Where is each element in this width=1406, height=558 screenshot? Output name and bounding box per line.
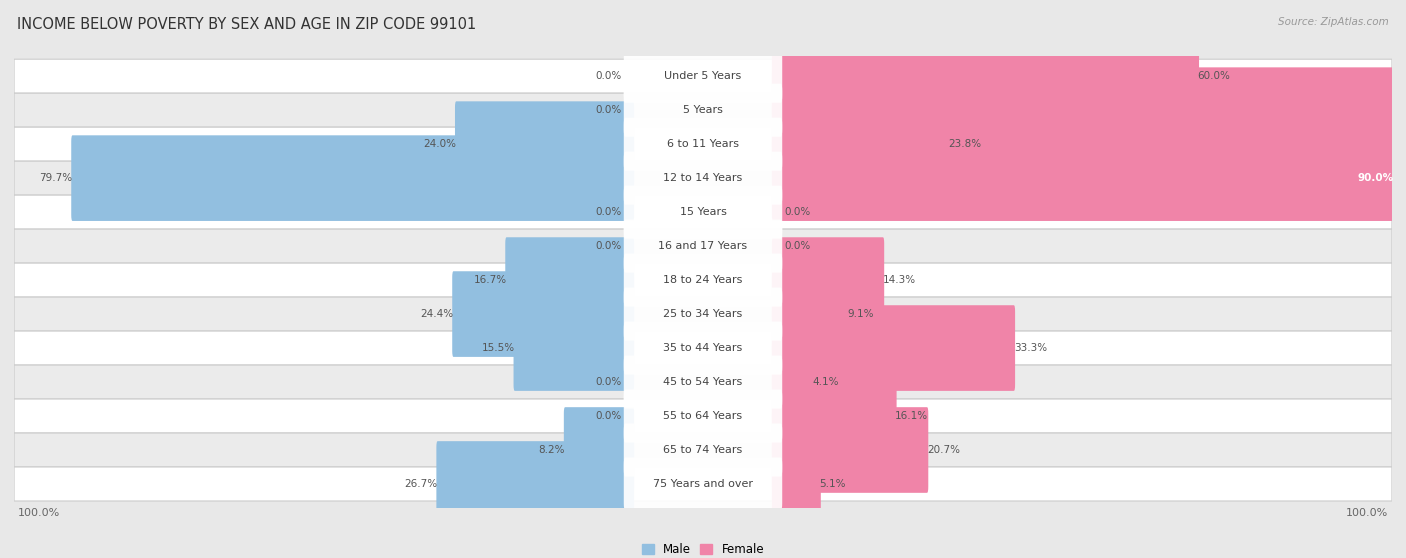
Text: 14.3%: 14.3% (883, 275, 915, 285)
Text: 79.7%: 79.7% (39, 173, 73, 183)
FancyBboxPatch shape (564, 407, 634, 493)
FancyBboxPatch shape (624, 321, 782, 374)
FancyBboxPatch shape (772, 102, 949, 187)
Text: 15.5%: 15.5% (482, 343, 515, 353)
FancyBboxPatch shape (14, 59, 1392, 93)
FancyBboxPatch shape (772, 339, 814, 425)
Text: 65 to 74 Years: 65 to 74 Years (664, 445, 742, 455)
FancyBboxPatch shape (772, 373, 897, 459)
Text: 24.4%: 24.4% (420, 309, 454, 319)
FancyBboxPatch shape (772, 407, 928, 493)
Text: 0.0%: 0.0% (596, 105, 621, 115)
Text: 18 to 24 Years: 18 to 24 Years (664, 275, 742, 285)
FancyBboxPatch shape (14, 297, 1392, 331)
FancyBboxPatch shape (772, 237, 884, 323)
FancyBboxPatch shape (624, 424, 782, 477)
Text: 23.8%: 23.8% (948, 139, 981, 149)
Text: 15 Years: 15 Years (679, 207, 727, 217)
Text: 24.0%: 24.0% (423, 139, 457, 149)
FancyBboxPatch shape (14, 127, 1392, 161)
FancyBboxPatch shape (14, 399, 1392, 433)
FancyBboxPatch shape (14, 365, 1392, 399)
FancyBboxPatch shape (14, 161, 1392, 195)
Text: 33.3%: 33.3% (1014, 343, 1047, 353)
FancyBboxPatch shape (624, 253, 782, 306)
Text: 20.7%: 20.7% (927, 445, 960, 455)
Text: 25 to 34 Years: 25 to 34 Years (664, 309, 742, 319)
Text: 16.1%: 16.1% (896, 411, 928, 421)
Text: 6 to 11 Years: 6 to 11 Years (666, 139, 740, 149)
FancyBboxPatch shape (772, 441, 821, 527)
FancyBboxPatch shape (624, 458, 782, 511)
Text: 12 to 14 Years: 12 to 14 Years (664, 173, 742, 183)
FancyBboxPatch shape (772, 271, 848, 357)
Text: 0.0%: 0.0% (596, 71, 621, 81)
FancyBboxPatch shape (14, 331, 1392, 365)
FancyBboxPatch shape (14, 433, 1392, 467)
Text: Under 5 Years: Under 5 Years (665, 71, 741, 81)
Text: 16 and 17 Years: 16 and 17 Years (658, 241, 748, 251)
FancyBboxPatch shape (14, 263, 1392, 297)
Text: 0.0%: 0.0% (785, 241, 810, 251)
FancyBboxPatch shape (453, 271, 634, 357)
FancyBboxPatch shape (72, 136, 634, 221)
FancyBboxPatch shape (14, 467, 1392, 501)
Text: 0.0%: 0.0% (596, 241, 621, 251)
FancyBboxPatch shape (14, 195, 1392, 229)
FancyBboxPatch shape (624, 84, 782, 137)
FancyBboxPatch shape (624, 50, 782, 103)
Text: 5 Years: 5 Years (683, 105, 723, 115)
Text: 0.0%: 0.0% (596, 207, 621, 217)
Text: 55 to 64 Years: 55 to 64 Years (664, 411, 742, 421)
FancyBboxPatch shape (436, 441, 634, 527)
Text: 0.0%: 0.0% (785, 207, 810, 217)
FancyBboxPatch shape (772, 33, 1199, 119)
Text: INCOME BELOW POVERTY BY SEX AND AGE IN ZIP CODE 99101: INCOME BELOW POVERTY BY SEX AND AGE IN Z… (17, 17, 477, 32)
FancyBboxPatch shape (772, 305, 1015, 391)
Text: 16.7%: 16.7% (474, 275, 506, 285)
Text: 100.0%: 100.0% (1347, 508, 1389, 518)
Text: Source: ZipAtlas.com: Source: ZipAtlas.com (1278, 17, 1389, 27)
Text: 75 Years and over: 75 Years and over (652, 479, 754, 489)
FancyBboxPatch shape (772, 68, 1406, 153)
Text: 9.1%: 9.1% (846, 309, 873, 319)
FancyBboxPatch shape (14, 229, 1392, 263)
FancyBboxPatch shape (14, 93, 1392, 127)
FancyBboxPatch shape (772, 136, 1406, 221)
Text: 100.0%: 100.0% (17, 508, 59, 518)
FancyBboxPatch shape (624, 220, 782, 273)
Text: 35 to 44 Years: 35 to 44 Years (664, 343, 742, 353)
Text: 4.1%: 4.1% (813, 377, 839, 387)
Text: 90.0%: 90.0% (1357, 173, 1393, 183)
FancyBboxPatch shape (456, 102, 634, 187)
FancyBboxPatch shape (624, 389, 782, 442)
Text: 5.1%: 5.1% (820, 479, 846, 489)
Text: 0.0%: 0.0% (596, 377, 621, 387)
FancyBboxPatch shape (624, 355, 782, 408)
Text: 26.7%: 26.7% (405, 479, 437, 489)
FancyBboxPatch shape (513, 305, 634, 391)
Text: 45 to 54 Years: 45 to 54 Years (664, 377, 742, 387)
FancyBboxPatch shape (505, 237, 634, 323)
FancyBboxPatch shape (624, 287, 782, 340)
Text: 0.0%: 0.0% (596, 411, 621, 421)
Text: 60.0%: 60.0% (1198, 71, 1230, 81)
Text: 8.2%: 8.2% (538, 445, 565, 455)
FancyBboxPatch shape (624, 118, 782, 171)
FancyBboxPatch shape (624, 186, 782, 239)
Legend: Male, Female: Male, Female (637, 538, 769, 558)
FancyBboxPatch shape (624, 152, 782, 205)
